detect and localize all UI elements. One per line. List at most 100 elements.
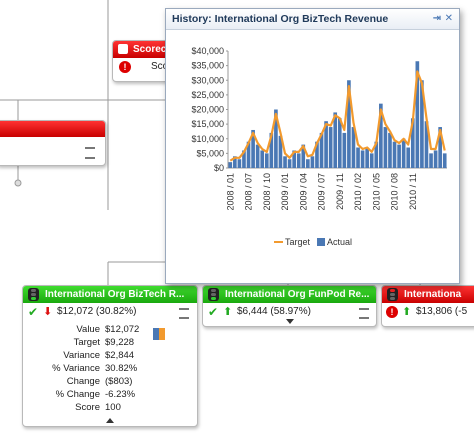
- bar: [319, 132, 324, 168]
- bar: [269, 132, 274, 168]
- detail-value: 30.82%: [105, 363, 138, 374]
- list-icon[interactable]: [359, 308, 369, 319]
- node-title: International Org BizTech R...: [45, 289, 185, 300]
- bar: [351, 127, 356, 168]
- node-title: Internationa: [404, 289, 462, 300]
- bar: [429, 153, 433, 168]
- x-tick-label: 2010 / 11: [408, 173, 418, 210]
- traffic-light: [208, 288, 219, 301]
- check-icon: ✔: [208, 305, 219, 319]
- bar: [360, 150, 365, 168]
- bar: [365, 147, 369, 168]
- pin-button[interactable]: ⇥: [432, 13, 441, 24]
- bar: [328, 127, 333, 168]
- detail-label: Value: [76, 324, 100, 335]
- detail-label: Variance: [63, 350, 100, 361]
- x-tick-label: 2008 / 07: [244, 173, 254, 211]
- bar: [260, 150, 265, 168]
- node[interactable]: Internationa ! ⬆ $13,806 (-5: [381, 285, 474, 327]
- bar: [287, 159, 292, 168]
- list-icon: [85, 147, 95, 159]
- traffic-light: [387, 288, 398, 301]
- scorecard-icon: [118, 44, 128, 54]
- bar: [420, 80, 424, 168]
- node-title: International Org FunPod Re...: [225, 289, 370, 300]
- close-button[interactable]: ✕: [444, 13, 453, 24]
- detail-label: Target: [73, 337, 100, 348]
- chart: $0 $5,000 $10,000 $15,000 $20,000 $25,000 $30,…: [191, 46, 447, 247]
- traffic-light: [28, 288, 39, 301]
- bar: [410, 118, 415, 168]
- popup-title: History: International Org BizTech Reven…: [172, 13, 389, 25]
- bar: [301, 144, 306, 168]
- summary-text: $12,072 (30.82%): [57, 306, 137, 317]
- alert-icon: !: [119, 61, 131, 73]
- bar: [278, 135, 283, 168]
- node-summary: ✔ ⬇ $12,072 (30.82%): [23, 303, 197, 321]
- bar: [369, 153, 374, 168]
- node[interactable]: International Org FunPod Re... ✔ ⬆ $6,44…: [202, 285, 377, 327]
- y-tick-label: $30,000: [191, 75, 224, 85]
- list-icon[interactable]: [179, 308, 189, 319]
- bar: [406, 147, 411, 168]
- bar: [306, 159, 310, 168]
- bar: [337, 118, 342, 168]
- left-node[interactable]: [0, 120, 106, 166]
- bar: [310, 156, 315, 168]
- detail-value: -6.23%: [105, 389, 136, 400]
- details: Value $12,072 Target $9,228 Variance $2,844 % …: [23, 321, 197, 414]
- x-tick-label: 2009 / 11: [335, 173, 345, 210]
- x-tick-label: 2009 / 04: [298, 173, 308, 211]
- bar: [228, 162, 233, 168]
- up-arrow-icon: ⬆: [402, 306, 412, 318]
- legend-swatch: [317, 238, 326, 246]
- y-tick-label: $10,000: [191, 134, 224, 144]
- bar: [274, 109, 278, 168]
- bar: [251, 129, 255, 168]
- node-header: Internationa: [382, 286, 474, 303]
- y-tick-label: $25,000: [191, 90, 224, 100]
- collapse-arrow[interactable]: [106, 418, 114, 423]
- bar: [374, 141, 379, 168]
- history-chart-icon[interactable]: [153, 328, 165, 340]
- y-tick-label: $35,000: [191, 61, 224, 71]
- bar: [242, 150, 246, 168]
- bar: [438, 127, 442, 168]
- history-popup: History: International Org BizTech Reven…: [165, 8, 460, 284]
- bar: [315, 141, 319, 168]
- bar: [415, 61, 420, 168]
- legend-label: Target: [285, 237, 311, 247]
- detail-value: $2,844: [105, 350, 135, 361]
- node[interactable]: International Org BizTech R... ✔ ⬇ $12,0…: [22, 285, 198, 427]
- bar: [237, 159, 242, 168]
- bar: [433, 150, 438, 168]
- x-tick-label: 2010 / 02: [353, 173, 363, 211]
- bar: [424, 121, 429, 168]
- bar: [292, 150, 296, 168]
- bar: [347, 80, 351, 168]
- summary-text: $6,444 (58.97%): [237, 306, 311, 317]
- line: [229, 70, 446, 162]
- scorecard-text: Sco: [151, 61, 169, 72]
- summary-text: $13,806 (-5: [416, 306, 468, 317]
- scorecard-row: ! Sco: [113, 58, 193, 76]
- x-tick-label: 2009 / 01: [280, 173, 290, 211]
- detail-value: ($803): [105, 376, 133, 387]
- detail-value: 100: [105, 402, 121, 413]
- expand-arrow[interactable]: [286, 319, 294, 324]
- up-arrow-icon: ⬆: [223, 306, 233, 318]
- bar: [246, 141, 251, 168]
- detail-value: $12,072: [105, 324, 140, 335]
- x-tick-label: 2010 / 05: [371, 173, 381, 211]
- alert-icon: !: [386, 306, 398, 318]
- bar: [379, 103, 383, 168]
- x-tick-label: 2008 / 10: [262, 173, 272, 211]
- bar: [283, 156, 287, 168]
- detail-value: $9,228: [105, 337, 135, 348]
- detail-label: Change: [66, 376, 100, 387]
- bar: [324, 121, 328, 168]
- bar: [342, 132, 347, 168]
- scorecard-title: Scorec: [133, 44, 167, 55]
- bar: [333, 112, 338, 168]
- down-arrow-icon: ⬇: [43, 306, 53, 318]
